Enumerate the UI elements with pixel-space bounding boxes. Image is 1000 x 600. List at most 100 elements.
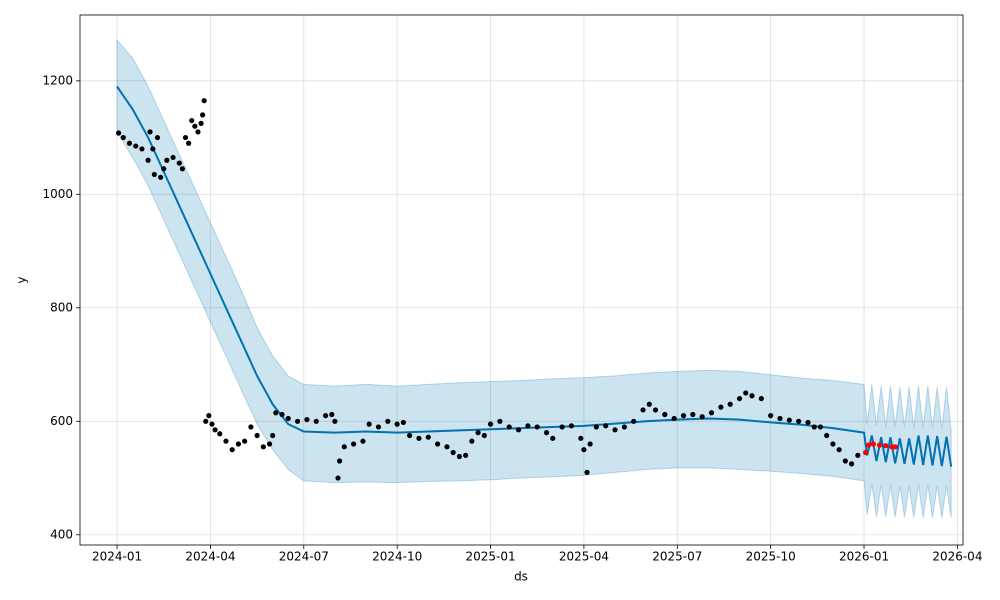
y-tick-label: 400 xyxy=(50,527,73,541)
data-point xyxy=(164,157,170,163)
data-point xyxy=(145,157,151,163)
data-point xyxy=(248,424,254,430)
forecast-line xyxy=(116,85,953,467)
data-point xyxy=(836,447,842,453)
data-point xyxy=(120,134,126,141)
x-tick-label: 2024-07 xyxy=(279,550,329,564)
data-point xyxy=(254,432,260,439)
data-point xyxy=(768,413,774,419)
data-point xyxy=(151,171,157,178)
data-point xyxy=(796,418,802,424)
data-point xyxy=(179,166,185,172)
data-point xyxy=(285,415,291,422)
data-point xyxy=(749,393,755,399)
data-point xyxy=(876,442,883,448)
data-point xyxy=(206,413,212,419)
data-point xyxy=(336,458,343,464)
data-point xyxy=(743,390,749,396)
data-point xyxy=(855,452,861,458)
data-point xyxy=(559,424,565,430)
data-point xyxy=(824,432,830,439)
data-point xyxy=(394,421,400,427)
data-point xyxy=(435,441,441,447)
data-point xyxy=(671,415,677,422)
data-point xyxy=(161,166,167,172)
data-point xyxy=(235,441,242,447)
data-point xyxy=(192,123,198,129)
data-point xyxy=(621,424,627,430)
data-point xyxy=(322,413,329,419)
data-point xyxy=(229,447,235,453)
data-point xyxy=(217,431,223,437)
data-point xyxy=(266,441,273,447)
data-point xyxy=(182,134,189,141)
data-point xyxy=(139,146,145,152)
data-point xyxy=(515,427,522,433)
plot-frame xyxy=(79,14,964,546)
data-point xyxy=(718,404,724,410)
data-point xyxy=(279,411,285,418)
data-point xyxy=(805,419,811,426)
data-point xyxy=(126,140,133,146)
data-point xyxy=(842,458,848,464)
data-point xyxy=(525,423,531,429)
x-tick-label: 2024-01 xyxy=(92,550,142,564)
data-point xyxy=(329,411,335,418)
data-point xyxy=(680,413,687,419)
data-point xyxy=(170,154,176,161)
data-point xyxy=(640,407,646,413)
data-point xyxy=(727,401,733,407)
data-point xyxy=(313,418,319,424)
data-point xyxy=(198,120,204,126)
x-tick-label: 2026-01 xyxy=(839,550,889,564)
data-point xyxy=(212,427,218,433)
data-point xyxy=(375,424,382,430)
data-point xyxy=(892,444,898,450)
data-point xyxy=(777,415,783,422)
data-point xyxy=(481,432,487,439)
data-point xyxy=(469,438,475,444)
data-point xyxy=(201,98,207,104)
x-tick-label: 2025-04 xyxy=(559,550,609,564)
data-point xyxy=(341,444,347,450)
data-point xyxy=(304,416,310,423)
data-point xyxy=(581,447,587,453)
data-point xyxy=(133,143,139,149)
x-tick-label: 2025-10 xyxy=(746,550,796,564)
y-axis-label: y xyxy=(15,276,29,283)
x-tick-label: 2025-01 xyxy=(465,550,515,564)
data-point xyxy=(294,418,301,424)
data-point xyxy=(487,421,494,427)
data-point xyxy=(360,438,366,444)
data-point xyxy=(690,411,696,418)
data-point xyxy=(456,453,463,460)
data-point xyxy=(270,432,276,439)
data-point xyxy=(652,407,659,413)
data-point xyxy=(200,112,206,118)
data-point xyxy=(425,434,431,440)
data-point xyxy=(176,160,182,166)
data-point xyxy=(463,452,469,458)
data-point xyxy=(475,430,481,436)
data-point xyxy=(848,461,855,467)
data-point xyxy=(612,427,618,433)
data-point xyxy=(189,117,195,124)
data-point xyxy=(550,435,556,441)
data-point xyxy=(830,441,836,447)
data-point xyxy=(273,410,279,416)
data-point xyxy=(150,146,156,152)
data-point xyxy=(366,421,372,427)
data-point xyxy=(332,418,338,424)
data-point xyxy=(568,423,575,429)
data-point xyxy=(870,441,876,447)
data-point xyxy=(631,418,637,424)
data-point xyxy=(450,449,456,456)
data-point xyxy=(444,444,450,450)
data-point xyxy=(587,441,593,447)
data-point xyxy=(584,469,590,475)
data-point xyxy=(883,443,889,449)
data-point xyxy=(786,417,792,423)
data-point xyxy=(195,129,201,135)
data-point xyxy=(223,438,229,444)
